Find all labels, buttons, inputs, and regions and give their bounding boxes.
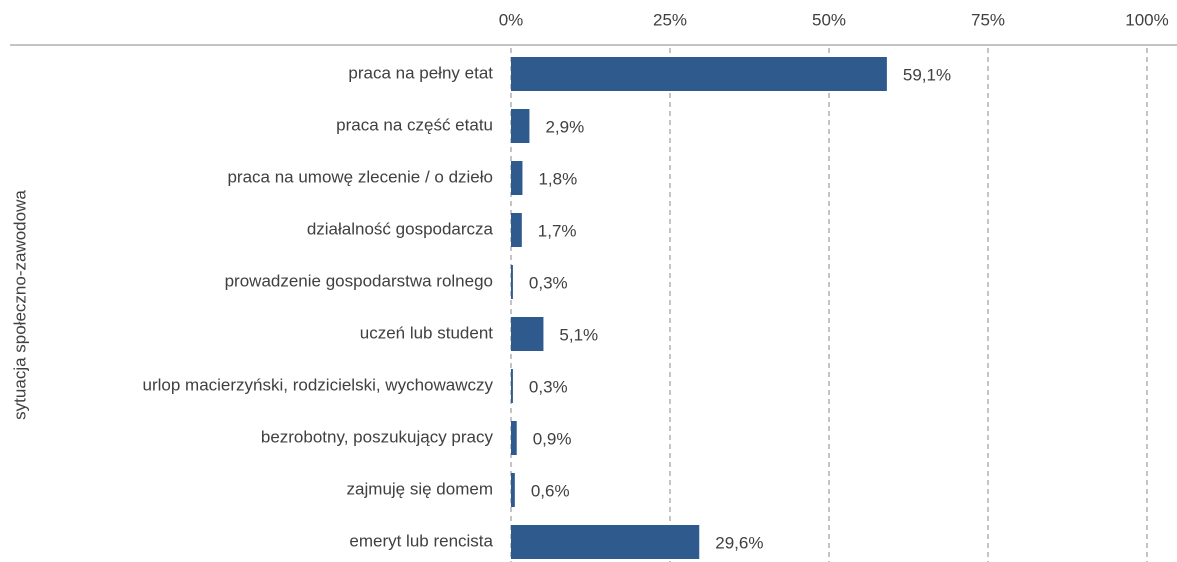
bar — [511, 161, 523, 195]
data-label: 5,1% — [559, 325, 598, 344]
bar — [511, 109, 530, 143]
y-tick-label: prowadzenie gospodarstwa rolnego — [225, 271, 493, 290]
y-tick-label: działalność gospodarcza — [307, 219, 494, 238]
bar — [511, 473, 515, 507]
y-tick-label: emeryt lub rencista — [349, 531, 493, 550]
y-tick-label: uczeń lub student — [360, 323, 494, 342]
y-tick-label: zajmuję się domem — [347, 479, 493, 498]
data-label: 0,3% — [529, 377, 568, 396]
bar — [511, 317, 544, 351]
bar — [511, 57, 887, 91]
x-tick-label: 100% — [1125, 10, 1168, 29]
x-tick-label: 25% — [653, 10, 687, 29]
data-label: 1,8% — [538, 169, 577, 188]
data-label: 1,7% — [538, 221, 577, 240]
bar — [511, 369, 513, 403]
y-axis-label: sytuacja społeczno-zawodowa — [10, 190, 29, 420]
bar — [511, 525, 700, 559]
x-tick-label: 75% — [971, 10, 1005, 29]
y-tick-label: praca na umowę zlecenie / o dzieło — [227, 167, 493, 186]
x-tick-label: 0% — [499, 10, 524, 29]
y-tick-label: praca na pełny etat — [348, 63, 493, 82]
data-label: 59,1% — [903, 65, 951, 84]
y-tick-label: praca na część etatu — [336, 115, 493, 134]
data-label: 29,6% — [715, 533, 763, 552]
data-label: 2,9% — [545, 117, 584, 136]
y-tick-label: urlop macierzyński, rodzicielski, wychow… — [143, 375, 494, 394]
data-label: 0,6% — [531, 481, 570, 500]
data-label: 0,9% — [533, 429, 572, 448]
x-tick-label: 50% — [812, 10, 846, 29]
bar — [511, 421, 517, 455]
data-label: 0,3% — [529, 273, 568, 292]
y-tick-label: bezrobotny, poszukujący pracy — [261, 427, 494, 446]
bar — [511, 213, 522, 247]
bar — [511, 265, 513, 299]
